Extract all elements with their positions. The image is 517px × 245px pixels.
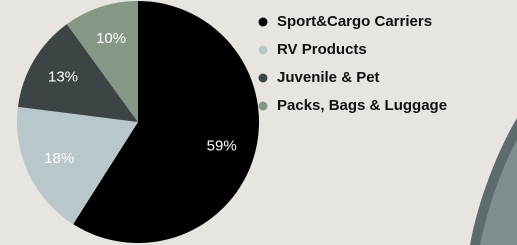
legend: Sport&Cargo Carriers RV Products Juvenile …: [259, 13, 448, 114]
slice-label: 18%: [44, 150, 74, 167]
legend-marker: [259, 18, 268, 27]
slice-label: 10%: [96, 30, 126, 47]
page: {"chart_data": {"type": "pie", "categori…: [0, 0, 517, 245]
legend-label: Sport&Cargo Carriers: [277, 13, 432, 30]
legend-marker: [259, 102, 268, 111]
legend-label: Packs, Bags & Luggage: [277, 97, 447, 114]
slice-label: 59%: [207, 137, 237, 154]
legend-marker: [259, 74, 268, 83]
pie: 59% 18% 13% 10%: [17, 1, 259, 243]
legend-label: RV Products: [277, 41, 367, 58]
legend-marker: [259, 46, 268, 55]
legend-label: Juvenile & Pet: [277, 69, 380, 86]
slice-label: 13%: [48, 69, 78, 86]
background-photo: [470, 118, 517, 245]
chart: 59% 18% 13% 10% Sport&Cargo Carriers RV Prod…: [0, 0, 517, 245]
